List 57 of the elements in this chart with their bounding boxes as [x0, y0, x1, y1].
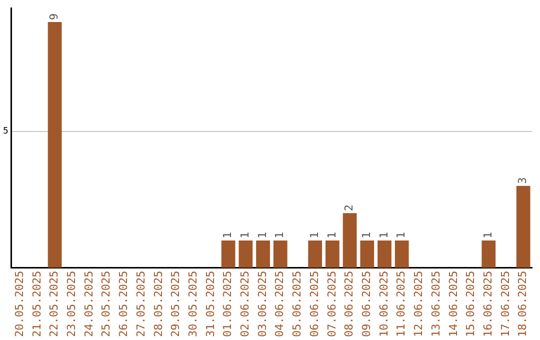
- x-tick-label: 14.06.2025: [446, 270, 460, 338]
- data-label: 1: [394, 232, 408, 238]
- x-tick-label: 20.05.2025: [12, 270, 26, 338]
- x-tick-label: 05.06.2025: [290, 270, 304, 338]
- x-tick-label: 24.05.2025: [82, 270, 96, 338]
- x-tick-label: 04.06.2025: [273, 270, 286, 338]
- data-label: 3: [516, 177, 530, 184]
- x-tick-label: 12.06.2025: [412, 270, 426, 338]
- data-label: 9: [48, 13, 61, 20]
- x-tick-label: 30.05.2025: [186, 270, 200, 338]
- x-tick-label: 13.06.2025: [429, 270, 442, 338]
- data-label: 1: [256, 232, 269, 238]
- bar: [326, 240, 340, 268]
- x-tick-label: 16.06.2025: [481, 270, 494, 338]
- x-tick-label: 18.06.2025: [516, 270, 530, 338]
- data-label: 1: [273, 232, 286, 238]
- bar: [238, 240, 253, 268]
- bar: [342, 213, 357, 268]
- x-tick-label: 08.06.2025: [342, 270, 356, 338]
- x-tick-label: 02.06.2025: [238, 270, 252, 338]
- x-tick-label: 01.06.2025: [221, 270, 234, 338]
- bar: [273, 240, 288, 268]
- data-label: 1: [360, 232, 374, 238]
- x-tick-label: 25.05.2025: [100, 270, 113, 338]
- bar: [256, 240, 270, 268]
- bar: [482, 240, 496, 268]
- bar: [378, 240, 392, 268]
- bar: [308, 240, 322, 268]
- x-tick-label: 15.06.2025: [464, 270, 478, 338]
- x-tick-label: 03.06.2025: [256, 270, 269, 338]
- x-tick-label: 28.05.2025: [152, 270, 165, 338]
- x-tick-label: 27.05.2025: [134, 270, 148, 338]
- x-tick-label: 29.05.2025: [169, 270, 182, 338]
- x-tick-label: 17.06.2025: [498, 270, 512, 338]
- y-tick-label: 5: [2, 126, 8, 137]
- bar: [48, 22, 62, 268]
- data-label: 1: [221, 232, 234, 238]
- bar: [360, 240, 374, 268]
- data-label: 1: [238, 232, 252, 238]
- x-tick-label: 23.05.2025: [65, 270, 78, 338]
- data-label: 1: [308, 232, 321, 238]
- x-tick-label: 26.05.2025: [117, 270, 130, 338]
- data-label: 1: [325, 232, 338, 238]
- x-tick-label: 31.05.2025: [204, 270, 217, 338]
- x-tick-label: 11.06.2025: [394, 270, 408, 338]
- data-label: 1: [481, 232, 494, 238]
- bar: [516, 186, 530, 268]
- bar: [221, 240, 236, 268]
- x-tick-label: 06.06.2025: [308, 270, 321, 338]
- bar: [394, 240, 409, 268]
- x-tick-label: 10.06.2025: [377, 270, 390, 338]
- data-label: 2: [342, 204, 356, 212]
- x-tick-label: 21.05.2025: [30, 270, 44, 338]
- x-tick-label: 09.06.2025: [360, 270, 374, 338]
- data-label: 1: [377, 232, 390, 238]
- x-tick-label: 07.06.2025: [325, 270, 338, 338]
- x-tick-label: 22.05.2025: [48, 270, 61, 338]
